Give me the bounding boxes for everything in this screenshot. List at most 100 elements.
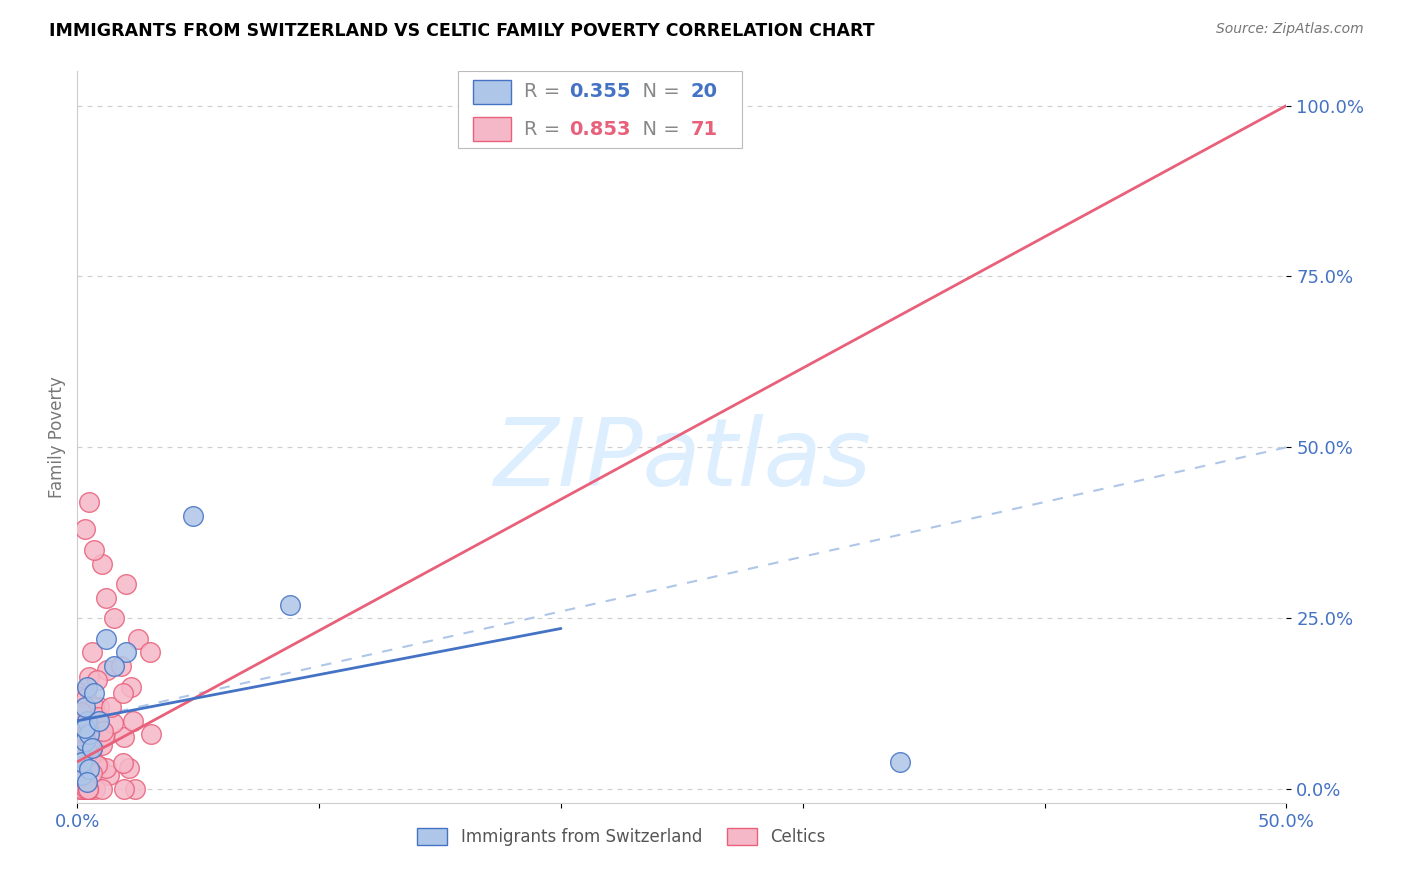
FancyBboxPatch shape	[472, 118, 512, 141]
Point	[120, 680, 142, 694]
Point	[79, 752, 101, 766]
Point	[73, 721, 96, 735]
Point	[86, 758, 108, 772]
Point	[87, 714, 110, 728]
Point	[79, 495, 101, 509]
Point	[114, 577, 136, 591]
Point	[80, 765, 103, 780]
Text: 71: 71	[690, 120, 717, 138]
Point	[69, 690, 91, 705]
Point	[69, 747, 91, 762]
Point	[80, 645, 103, 659]
Text: N =: N =	[630, 82, 686, 102]
Point	[118, 761, 141, 775]
Point	[112, 731, 135, 745]
Point	[79, 723, 101, 737]
Point	[70, 768, 93, 782]
Point	[83, 686, 105, 700]
Point	[96, 632, 118, 646]
Point	[72, 772, 94, 786]
Point	[80, 732, 103, 747]
Point	[83, 542, 105, 557]
Point	[112, 686, 135, 700]
Point	[80, 751, 103, 765]
Point	[69, 782, 91, 797]
Point	[69, 764, 91, 778]
Legend: Immigrants from Switzerland, Celtics: Immigrants from Switzerland, Celtics	[411, 822, 832, 853]
Point	[75, 782, 97, 797]
Point	[96, 591, 118, 605]
Point	[110, 659, 132, 673]
Point	[122, 714, 145, 728]
Point	[96, 663, 118, 677]
Point	[87, 710, 110, 724]
Point	[889, 755, 911, 769]
Point	[76, 680, 98, 694]
Text: Source: ZipAtlas.com: Source: ZipAtlas.com	[1216, 22, 1364, 37]
Point	[112, 782, 135, 797]
Point	[93, 729, 115, 743]
Point	[73, 782, 96, 797]
Point	[72, 724, 94, 739]
FancyBboxPatch shape	[458, 71, 742, 148]
Point	[75, 726, 97, 740]
FancyBboxPatch shape	[472, 80, 512, 103]
Point	[114, 645, 136, 659]
Point	[75, 780, 97, 794]
Point	[76, 747, 98, 761]
Point	[77, 782, 100, 797]
Point	[91, 738, 114, 752]
Point	[69, 745, 91, 759]
Point	[76, 775, 98, 789]
Point	[69, 774, 91, 789]
Point	[87, 700, 110, 714]
Point	[79, 727, 101, 741]
Point	[70, 755, 93, 769]
Point	[86, 673, 108, 687]
Point	[94, 761, 117, 775]
Point	[70, 767, 93, 781]
Point	[72, 701, 94, 715]
Point	[80, 741, 103, 756]
Text: 0.853: 0.853	[569, 120, 631, 138]
Point	[103, 611, 125, 625]
Point	[90, 557, 112, 571]
Point	[73, 742, 96, 756]
Y-axis label: Family Poverty: Family Poverty	[48, 376, 66, 498]
Point	[77, 669, 100, 683]
Point	[82, 740, 104, 755]
Point	[100, 700, 122, 714]
Point	[76, 782, 98, 797]
Point	[124, 782, 146, 797]
Point	[183, 508, 205, 523]
Point	[141, 727, 163, 741]
Text: N =: N =	[630, 120, 686, 138]
Point	[79, 762, 101, 776]
Point	[79, 722, 101, 736]
Text: IMMIGRANTS FROM SWITZERLAND VS CELTIC FAMILY POVERTY CORRELATION CHART: IMMIGRANTS FROM SWITZERLAND VS CELTIC FA…	[49, 22, 875, 40]
Point	[83, 699, 105, 714]
Point	[76, 681, 98, 695]
Point	[76, 714, 98, 728]
Point	[70, 705, 93, 719]
Text: ZIPatlas: ZIPatlas	[494, 414, 870, 505]
Point	[73, 522, 96, 536]
Point	[103, 659, 125, 673]
Point	[75, 690, 97, 705]
Point	[112, 756, 135, 771]
Text: R =: R =	[523, 82, 567, 102]
Point	[73, 734, 96, 748]
Point	[127, 632, 149, 646]
Point	[97, 768, 120, 782]
Point	[93, 724, 115, 739]
Point	[84, 782, 107, 797]
Point	[77, 782, 100, 797]
Point	[278, 598, 301, 612]
Point	[80, 714, 103, 728]
Point	[70, 782, 93, 797]
Point	[82, 720, 104, 734]
Point	[77, 782, 100, 797]
Text: R =: R =	[523, 120, 567, 138]
Point	[89, 758, 111, 772]
Point	[77, 741, 100, 756]
